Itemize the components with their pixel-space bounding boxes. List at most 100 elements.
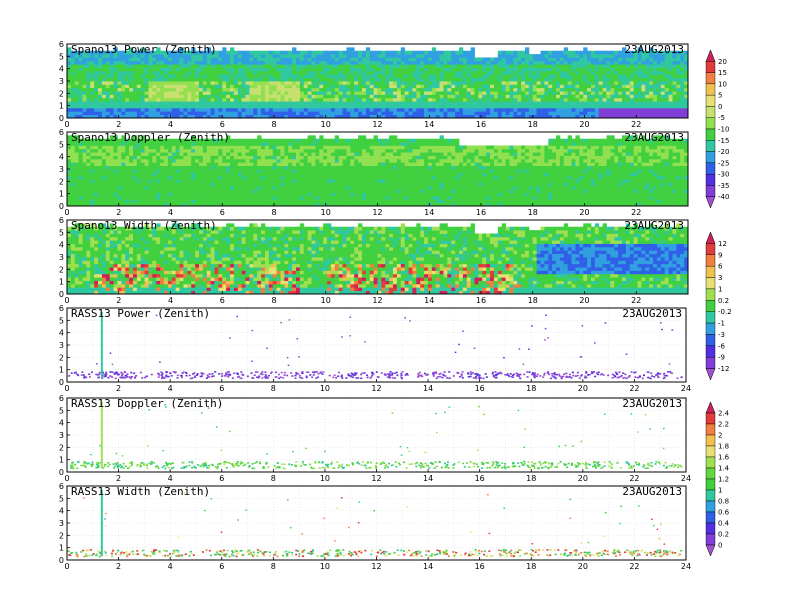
heatmap-cell [618,81,623,85]
heatmap-cell [354,142,359,146]
heatmap-cell [109,165,114,170]
heatmap-cell [261,152,266,156]
heatmap-cell [152,162,157,167]
heatmap-cell [129,74,134,79]
heatmap-cell [369,60,375,65]
heatmap-cell [245,97,250,102]
heatmap-cell [365,111,371,116]
heatmap-cell [179,155,184,160]
heatmap-cell [377,199,382,204]
heatmap-cell [140,111,146,116]
heatmap-cell [459,104,464,109]
heatmap-cell [668,60,673,65]
heatmap-cell [195,74,200,79]
heatmap-cell [505,74,510,79]
heatmap-cell [377,152,382,156]
heatmap-cell [307,179,312,183]
heatmap-cell [443,64,448,68]
heatmap-cell [249,91,254,95]
heatmap-cell [342,101,347,105]
heatmap-cell [117,158,122,163]
heatmap-cell [253,57,258,62]
heatmap-cell [214,57,219,62]
heatmap-cell [299,50,305,55]
heatmap-cell [195,104,200,109]
heatmap-cell [466,60,472,65]
heatmap-cell [470,84,475,89]
heatmap-cell [129,202,134,207]
heatmap-cell [210,195,215,200]
heatmap-cell [183,111,188,116]
heatmap-cell [148,84,153,89]
heatmap-cell [210,97,215,102]
heatmap-cell [342,97,347,102]
heatmap-cell [311,179,316,183]
heatmap-cell [330,182,336,187]
heatmap-cell [552,50,557,55]
heatmap-cell [443,104,448,109]
heatmap-cell [684,84,689,89]
heatmap-cell [505,70,510,75]
heatmap-cell [346,74,351,79]
heatmap-cell [226,94,231,99]
heatmap-cell [160,81,165,85]
heatmap-cell [222,162,227,167]
heatmap-cell [319,57,324,62]
heatmap-cell [198,74,204,79]
heatmap-cell [167,162,173,167]
heatmap-cell [210,114,215,119]
heatmap-cell [439,67,444,72]
heatmap-cell [121,148,126,153]
heatmap-cell [676,94,681,99]
heatmap-cell [346,169,351,173]
heatmap-cell [132,148,138,153]
heatmap-cell [307,145,312,150]
heatmap-cell [136,175,142,180]
heatmap-cell [684,70,689,75]
heatmap-cell [175,84,180,89]
heatmap-cell [618,104,623,109]
heatmap-cell [164,97,169,102]
heatmap-cell [416,70,421,75]
heatmap-cell [315,138,320,143]
heatmap-cell [191,67,196,72]
heatmap-cell [98,101,103,105]
heatmap-cell [373,195,378,200]
heatmap-cell [121,54,126,58]
heatmap-cell [179,64,184,68]
heatmap-cell [82,91,87,95]
heatmap-cell [459,91,464,95]
heatmap-cell [676,64,681,68]
heatmap-cell [618,67,623,72]
heatmap-cell [272,94,277,99]
heatmap-cell [148,50,153,55]
heatmap-cell [361,114,367,119]
heatmap-cell [641,57,646,62]
heatmap-cell [140,87,146,92]
heatmap-cell [404,70,409,75]
heatmap-cell [121,172,126,177]
heatmap-cell [237,67,243,72]
heatmap-cell [214,155,219,160]
heatmap-cell [105,138,111,143]
heatmap-cell [175,50,180,55]
heatmap-cell [645,57,650,62]
heatmap-cell [105,175,111,180]
heatmap-cell [171,145,177,150]
heatmap-cell [618,84,623,89]
heatmap-cell [288,84,293,89]
heatmap-cell [90,57,95,62]
heatmap-cell [90,77,95,82]
heatmap-cell [222,77,227,82]
heatmap-cell [78,182,83,187]
heatmap-cell [466,64,472,68]
heatmap-cell [393,77,398,82]
heatmap-cell [649,57,654,62]
heatmap-cell [82,202,87,207]
heatmap-cell [230,107,235,112]
heatmap-cell [451,67,456,72]
x-tick-label: 0 [64,120,69,129]
heatmap-cell [420,91,425,95]
heatmap-cell [358,192,363,197]
heatmap-cell [649,67,654,72]
